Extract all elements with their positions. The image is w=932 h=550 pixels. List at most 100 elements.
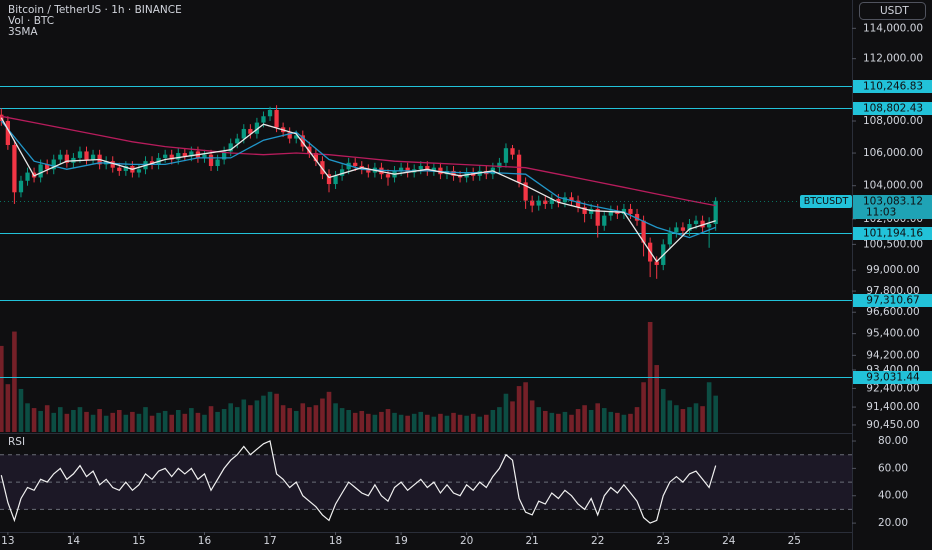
candle-body: [189, 151, 194, 157]
sma-line: [1, 115, 716, 207]
level-label: 108,802.43: [863, 103, 923, 115]
x-tick-label: 16: [198, 535, 212, 547]
candle-body: [366, 169, 371, 173]
y-tick-label: 95,400.00: [866, 328, 919, 340]
volume-bar: [77, 407, 83, 432]
y-tick-label: 90,450.00: [866, 419, 919, 431]
volume-bar: [431, 416, 437, 432]
candle-body: [569, 197, 574, 201]
candle-body: [182, 153, 187, 157]
volume-bar: [307, 407, 312, 432]
volume-bar: [202, 414, 207, 432]
volume-bar: [477, 416, 483, 432]
candle-body: [602, 215, 607, 226]
y-tick-label: 114,000.00: [863, 22, 923, 34]
sma-line: [0, 120, 716, 239]
volume-bar: [346, 410, 351, 432]
currency-button[interactable]: [859, 2, 926, 20]
candle-body: [176, 153, 181, 160]
volume-bar: [130, 411, 135, 432]
volume-bar: [234, 407, 240, 432]
candle-body: [51, 159, 56, 170]
volume-bar: [44, 405, 50, 432]
volume-bar: [497, 407, 502, 432]
candle-body: [215, 159, 220, 167]
y-tick-label: 106,000.00: [863, 147, 923, 159]
level-box: [853, 227, 932, 240]
volume-bar: [169, 414, 175, 432]
x-tick-label: 21: [525, 535, 538, 547]
volume-bar: [248, 405, 253, 432]
candle-body: [12, 144, 17, 193]
volume-bar: [320, 398, 325, 432]
candle-body: [398, 167, 404, 171]
volume-bar: [110, 412, 116, 432]
volume-bar: [25, 403, 30, 432]
labels: Bitcoin / TetherUS · 1h · BINANCE Vol · …: [8, 2, 926, 448]
volume-bar: [175, 410, 181, 432]
candle-body: [202, 154, 207, 158]
volume-bar: [313, 405, 319, 432]
x-tick-label: 17: [263, 535, 276, 547]
candle-body: [582, 207, 587, 214]
volume-bar: [274, 393, 279, 432]
candle-body: [110, 161, 115, 168]
currency-label[interactable]: USDT: [880, 5, 909, 17]
volume-bar: [660, 388, 666, 432]
candle-body: [595, 208, 600, 226]
candle-body: [222, 151, 227, 160]
level-box: [853, 294, 932, 307]
candle-body: [457, 175, 463, 178]
volume-bar: [84, 411, 89, 432]
volume-bar: [654, 365, 659, 432]
candle-body: [405, 167, 410, 173]
candle-body: [562, 197, 568, 203]
volume-bar: [641, 382, 646, 432]
candle-body: [267, 109, 273, 117]
volume-bar: [588, 410, 594, 432]
candle-body: [674, 227, 679, 233]
volume-bar: [12, 331, 17, 432]
candle-body: [425, 166, 430, 171]
symbol-label: BTCUSDT: [804, 196, 849, 207]
volume-bar: [143, 407, 148, 432]
volume-bar: [464, 415, 469, 432]
y-tick-label: 96,600.00: [866, 306, 919, 318]
countdown-label: 11:03: [866, 207, 896, 219]
volume-bar: [18, 388, 24, 432]
volume-bar: [392, 412, 397, 432]
volume-bar: [601, 408, 607, 432]
volume-bar: [549, 412, 555, 432]
candle-body: [667, 232, 672, 245]
volume-bar: [241, 399, 247, 432]
volume-bar: [687, 407, 692, 432]
candle-body: [294, 135, 299, 139]
candle-body: [38, 164, 43, 178]
y-tick-label: 108,000.00: [863, 115, 923, 127]
volume-bar: [582, 405, 587, 432]
volume-bar: [621, 414, 627, 432]
x-tick-label: 22: [591, 535, 604, 547]
volume-bar: [267, 391, 273, 432]
candle-body: [556, 198, 561, 203]
candle-body: [307, 146, 312, 154]
x-tick-label: 18: [329, 535, 342, 547]
candle-body: [608, 210, 613, 216]
level-box: [853, 102, 932, 115]
level-box: [853, 371, 932, 384]
rsi-tick-label: 60.00: [878, 462, 908, 474]
volume-bar: [280, 405, 286, 432]
candle-body: [431, 167, 436, 171]
candle-body: [228, 143, 233, 152]
volume-bar: [674, 405, 679, 432]
volume-label: Vol · BTC: [8, 15, 54, 27]
volume-bar: [300, 403, 306, 432]
volume-bar: [503, 393, 509, 432]
volume-bar: [700, 406, 705, 432]
candle-body: [654, 261, 659, 265]
candle-body: [274, 109, 279, 128]
candle-body: [418, 166, 423, 170]
candle-body: [530, 200, 535, 206]
candle-body: [25, 172, 30, 181]
level-box: [853, 80, 932, 93]
